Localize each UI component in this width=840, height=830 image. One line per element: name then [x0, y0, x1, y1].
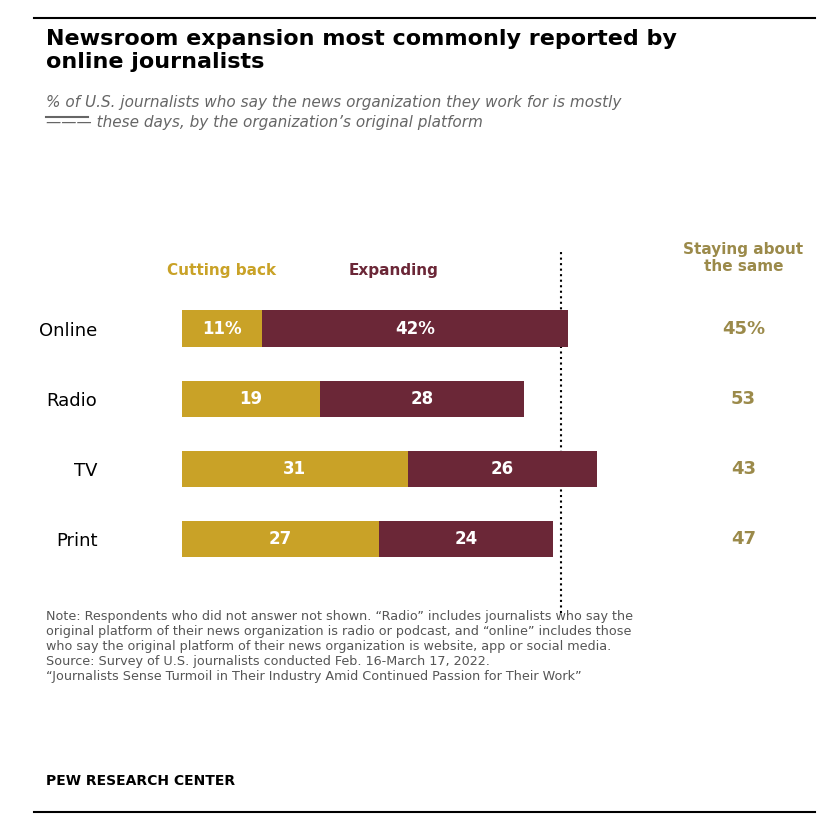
Text: 53: 53	[731, 390, 756, 408]
Text: 28: 28	[411, 390, 433, 408]
Text: 26: 26	[491, 460, 514, 478]
Text: Newsroom expansion most commonly reported by
online journalists: Newsroom expansion most commonly reporte…	[46, 29, 677, 72]
Text: 19: 19	[239, 390, 263, 408]
Text: 43: 43	[731, 460, 756, 478]
Bar	[379, 520, 554, 557]
Bar	[182, 520, 379, 557]
Text: % of U.S. journalists who say the news organization they work for is mostly: % of U.S. journalists who say the news o…	[46, 95, 622, 110]
Text: 27: 27	[269, 530, 292, 548]
Bar	[262, 310, 568, 347]
Text: PEW RESEARCH CENTER: PEW RESEARCH CENTER	[46, 774, 235, 788]
Bar	[182, 380, 320, 417]
Text: ——— these days, by the organization’s original platform: ——— these days, by the organization’s or…	[46, 115, 483, 129]
Text: Note: Respondents who did not answer not shown. “Radio” includes journalists who: Note: Respondents who did not answer not…	[46, 610, 633, 683]
Text: 47: 47	[731, 530, 756, 548]
Bar	[182, 451, 407, 487]
Text: 42%: 42%	[395, 320, 435, 338]
Text: Expanding: Expanding	[349, 263, 438, 278]
Bar	[182, 310, 262, 347]
Bar	[407, 451, 597, 487]
Text: 11%: 11%	[202, 320, 242, 338]
Text: Cutting back: Cutting back	[167, 263, 276, 278]
Text: 31: 31	[283, 460, 307, 478]
Text: 45%: 45%	[722, 320, 765, 338]
Text: Staying about
the same: Staying about the same	[683, 242, 804, 274]
Bar	[320, 380, 524, 417]
Text: 24: 24	[454, 530, 478, 548]
